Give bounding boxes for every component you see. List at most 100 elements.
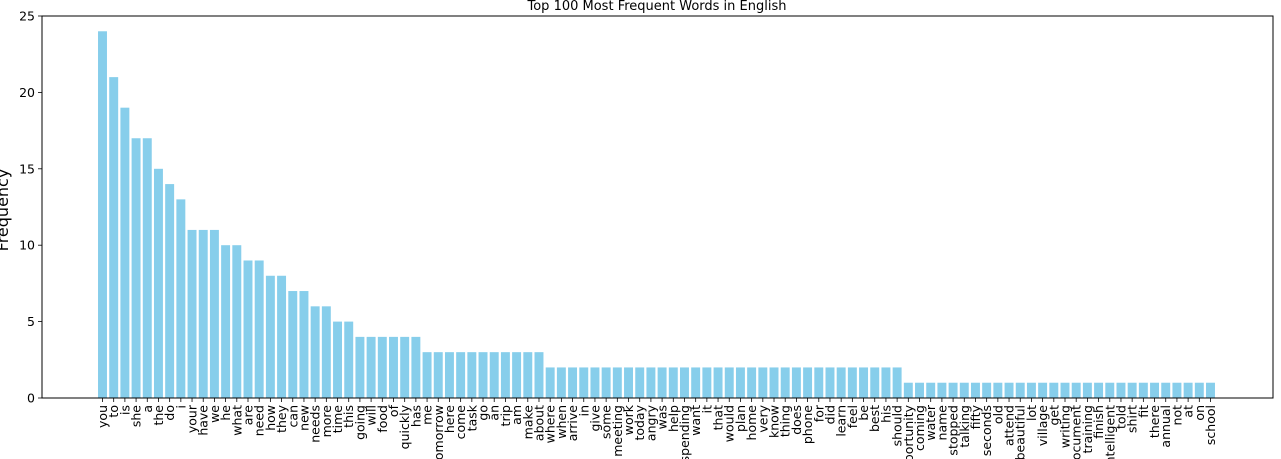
bar-going xyxy=(355,336,365,398)
x-tick-label: water xyxy=(923,404,938,440)
x-tick-label: fifty xyxy=(968,404,983,429)
bar-be xyxy=(859,367,869,398)
bar-food xyxy=(377,336,387,398)
bar-at xyxy=(1183,382,1193,398)
x-tick-label: told xyxy=(1113,405,1128,429)
x-tick-label: shirt xyxy=(1125,405,1140,433)
x-tick-label: we xyxy=(207,405,222,423)
bar-his xyxy=(881,367,891,398)
bar-here xyxy=(444,352,454,398)
chart-title: Top 100 Most Frequent Words in English xyxy=(527,0,787,14)
bar-your xyxy=(187,229,197,398)
x-tick-label: tomorrow xyxy=(431,405,446,459)
bar-give xyxy=(590,367,600,398)
x-tick-label: does xyxy=(789,405,804,435)
x-tick-label: his xyxy=(878,405,893,423)
bar-she xyxy=(131,138,141,399)
bar-angry xyxy=(646,367,656,398)
x-tick-label: writing xyxy=(1058,405,1073,448)
bar-finish xyxy=(1094,382,1104,398)
bar-training xyxy=(1082,382,1092,398)
bar-in xyxy=(579,367,589,398)
bar-me xyxy=(422,352,432,398)
x-tick-label: when xyxy=(554,405,569,439)
x-tick-label: home xyxy=(744,405,759,441)
x-tick-label: coming xyxy=(912,405,927,451)
x-tick-label: where xyxy=(543,405,558,444)
x-tick-label: on xyxy=(1192,405,1207,421)
x-tick-label: they xyxy=(274,404,289,433)
x-tick-label: here xyxy=(442,405,457,433)
bar-shirt xyxy=(1127,382,1137,398)
bar-meeting xyxy=(612,367,622,398)
bar-a xyxy=(142,138,152,399)
x-tick-label: an xyxy=(487,405,502,421)
bar-what xyxy=(232,245,242,398)
bar-when xyxy=(556,367,566,398)
bar-does xyxy=(791,367,801,398)
x-tick-label: food xyxy=(375,405,390,433)
x-tick-label: me xyxy=(420,405,435,425)
x-tick-label: beautiful xyxy=(1013,405,1028,459)
bar-on xyxy=(1194,382,1204,398)
bar-plan xyxy=(735,367,745,398)
bar-can xyxy=(288,291,298,398)
bar-want xyxy=(691,367,701,398)
x-tick-label: spending xyxy=(677,405,692,459)
bar-about xyxy=(534,352,544,398)
bar-quickly xyxy=(400,336,410,398)
x-tick-label: finish xyxy=(1091,405,1106,439)
x-tick-label: talking xyxy=(957,405,972,448)
bar-an xyxy=(489,352,499,398)
bar-home xyxy=(747,367,757,398)
x-tick-label: about xyxy=(531,405,546,441)
bar-come xyxy=(456,352,466,398)
bar-where xyxy=(545,367,555,398)
bar-for xyxy=(814,367,824,398)
bar-trip xyxy=(500,352,510,398)
x-tick-label: can xyxy=(285,405,300,427)
bar-the xyxy=(153,168,163,398)
bar-has xyxy=(411,336,421,398)
bar-would xyxy=(724,367,734,398)
bar-lot xyxy=(1026,382,1036,398)
x-tick-label: your xyxy=(185,404,200,433)
bar-beautiful xyxy=(1015,382,1025,398)
bar-not xyxy=(1172,382,1182,398)
bar-it xyxy=(702,367,712,398)
y-tick-label: 15 xyxy=(19,161,35,176)
x-tick-label: village xyxy=(1035,405,1050,446)
x-tick-label: need xyxy=(252,405,267,436)
x-tick-label: going xyxy=(352,405,367,440)
x-tick-label: there xyxy=(1147,405,1162,438)
x-tick-label: want xyxy=(688,405,703,436)
bar-know xyxy=(769,367,779,398)
bar-task xyxy=(467,352,477,398)
bar-writing xyxy=(1060,382,1070,398)
x-tick-label: this xyxy=(341,405,356,428)
bar-help xyxy=(668,367,678,398)
y-tick-label: 20 xyxy=(19,85,35,100)
x-tick-label: task xyxy=(464,404,479,431)
x-tick-label: needs xyxy=(308,405,323,443)
bar-phone xyxy=(803,367,813,398)
bar-are xyxy=(243,260,253,398)
x-tick-label: more xyxy=(319,405,334,438)
bar-am xyxy=(512,352,522,398)
x-tick-label: not xyxy=(1169,405,1184,426)
x-tick-label: lot xyxy=(1024,405,1039,421)
y-tick-label: 5 xyxy=(27,314,35,329)
x-tick-label: attend xyxy=(1002,405,1017,446)
y-axis-label: Frequency xyxy=(0,169,12,252)
x-tick-label: come xyxy=(453,405,468,440)
x-tick-label: in xyxy=(576,405,591,416)
bar-more xyxy=(321,306,331,398)
bar-was xyxy=(657,367,667,398)
x-tick-label: have xyxy=(196,405,211,436)
x-tick-label: she xyxy=(129,405,144,427)
x-tick-label: he xyxy=(218,405,233,421)
x-tick-label: meeting xyxy=(610,405,625,457)
x-tick-label: fit xyxy=(1136,405,1151,418)
bar-learn xyxy=(836,367,846,398)
